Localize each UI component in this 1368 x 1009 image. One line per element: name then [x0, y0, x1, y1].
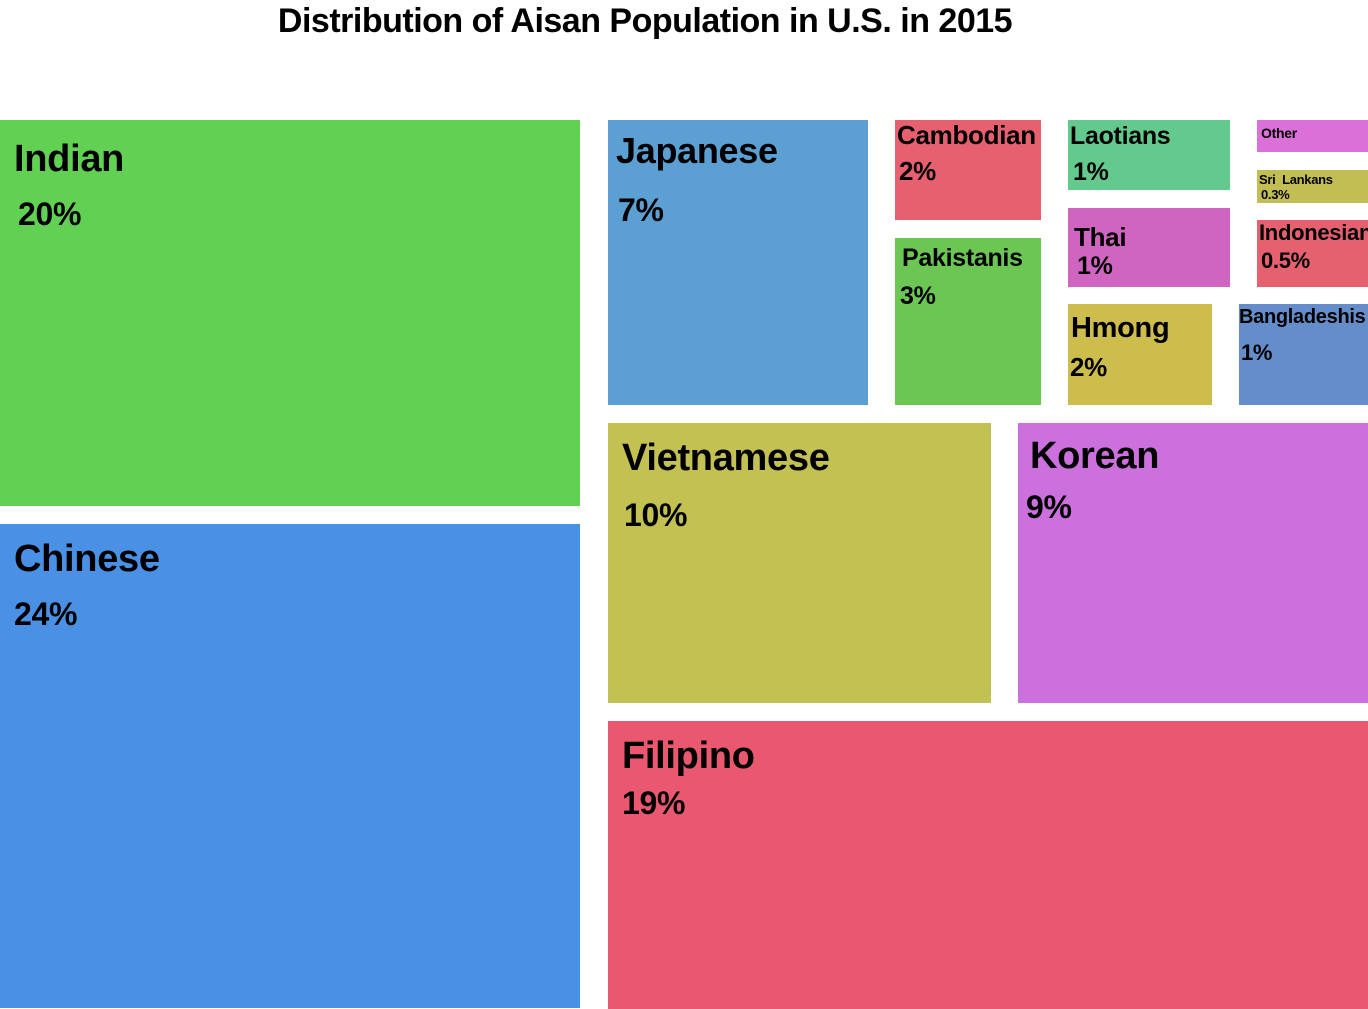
tile-label: Thai — [1074, 222, 1127, 252]
tile-value: 1% — [1073, 158, 1109, 186]
tile-value: 19% — [622, 785, 686, 821]
chart-title: Distribution of Aisan Population in U.S.… — [277, 2, 1013, 40]
tile-value: 1% — [1077, 252, 1113, 280]
tile-value: 2% — [899, 156, 936, 186]
tile-label: Filipino — [622, 735, 755, 777]
tile-other[interactable]: Other — [1257, 120, 1368, 152]
tile-sri-lankans[interactable]: Sri Lankans 0.3% — [1257, 170, 1368, 203]
tile-label: Cambodian — [897, 120, 1036, 150]
tile-value: 1% — [1241, 340, 1273, 365]
tile-value: 7% — [618, 192, 664, 228]
tile-label: Bangladeshis — [1239, 306, 1366, 328]
tile-value: 9% — [1026, 489, 1072, 525]
tile-label: Pakistanis — [902, 244, 1023, 272]
tile-thai[interactable]: Thai 1% — [1068, 208, 1230, 287]
tile-label: Vietnamese — [622, 437, 830, 479]
tile-value: 2% — [1070, 352, 1107, 382]
tile-chinese[interactable]: Chinese 24% — [0, 524, 580, 1008]
tile-value: 24% — [14, 596, 78, 632]
tile-label: Chinese — [14, 538, 160, 580]
tile-filipino[interactable]: Filipino 19% — [608, 721, 1368, 1009]
tile-value: 3% — [900, 282, 936, 310]
tile-label: Other — [1261, 125, 1297, 141]
tile-label: Indian — [14, 138, 125, 180]
tile-vietnamese[interactable]: Vietnamese 10% — [608, 423, 991, 703]
tile-label: Laotians — [1070, 122, 1171, 150]
tile-label: Sri Lankans — [1259, 172, 1333, 187]
tile-label: Korean — [1030, 435, 1160, 477]
tile-indian[interactable]: Indian 20% — [0, 120, 580, 506]
tile-japanese[interactable]: Japanese 7% — [608, 120, 868, 405]
tile-bangladeshis[interactable]: Bangladeshis 1% — [1239, 304, 1368, 405]
tile-value: 20% — [18, 196, 82, 232]
tile-indonesian[interactable]: Indonesian 0.5% — [1257, 220, 1368, 287]
tile-label: Japanese — [616, 130, 778, 171]
tile-korean[interactable]: Korean 9% — [1018, 423, 1368, 703]
tile-label: Hmong — [1071, 312, 1170, 344]
tile-value: 0.3% — [1261, 187, 1290, 202]
tile-laotians[interactable]: Laotians 1% — [1068, 120, 1230, 190]
tile-value: 0.5% — [1261, 248, 1310, 273]
tile-value: 10% — [624, 497, 688, 533]
tile-cambodian[interactable]: Cambodian 2% — [895, 120, 1041, 220]
tile-hmong[interactable]: Hmong 2% — [1068, 304, 1212, 405]
tile-pakistanis[interactable]: Pakistanis 3% — [895, 238, 1041, 405]
tile-label: Indonesian — [1259, 220, 1368, 245]
